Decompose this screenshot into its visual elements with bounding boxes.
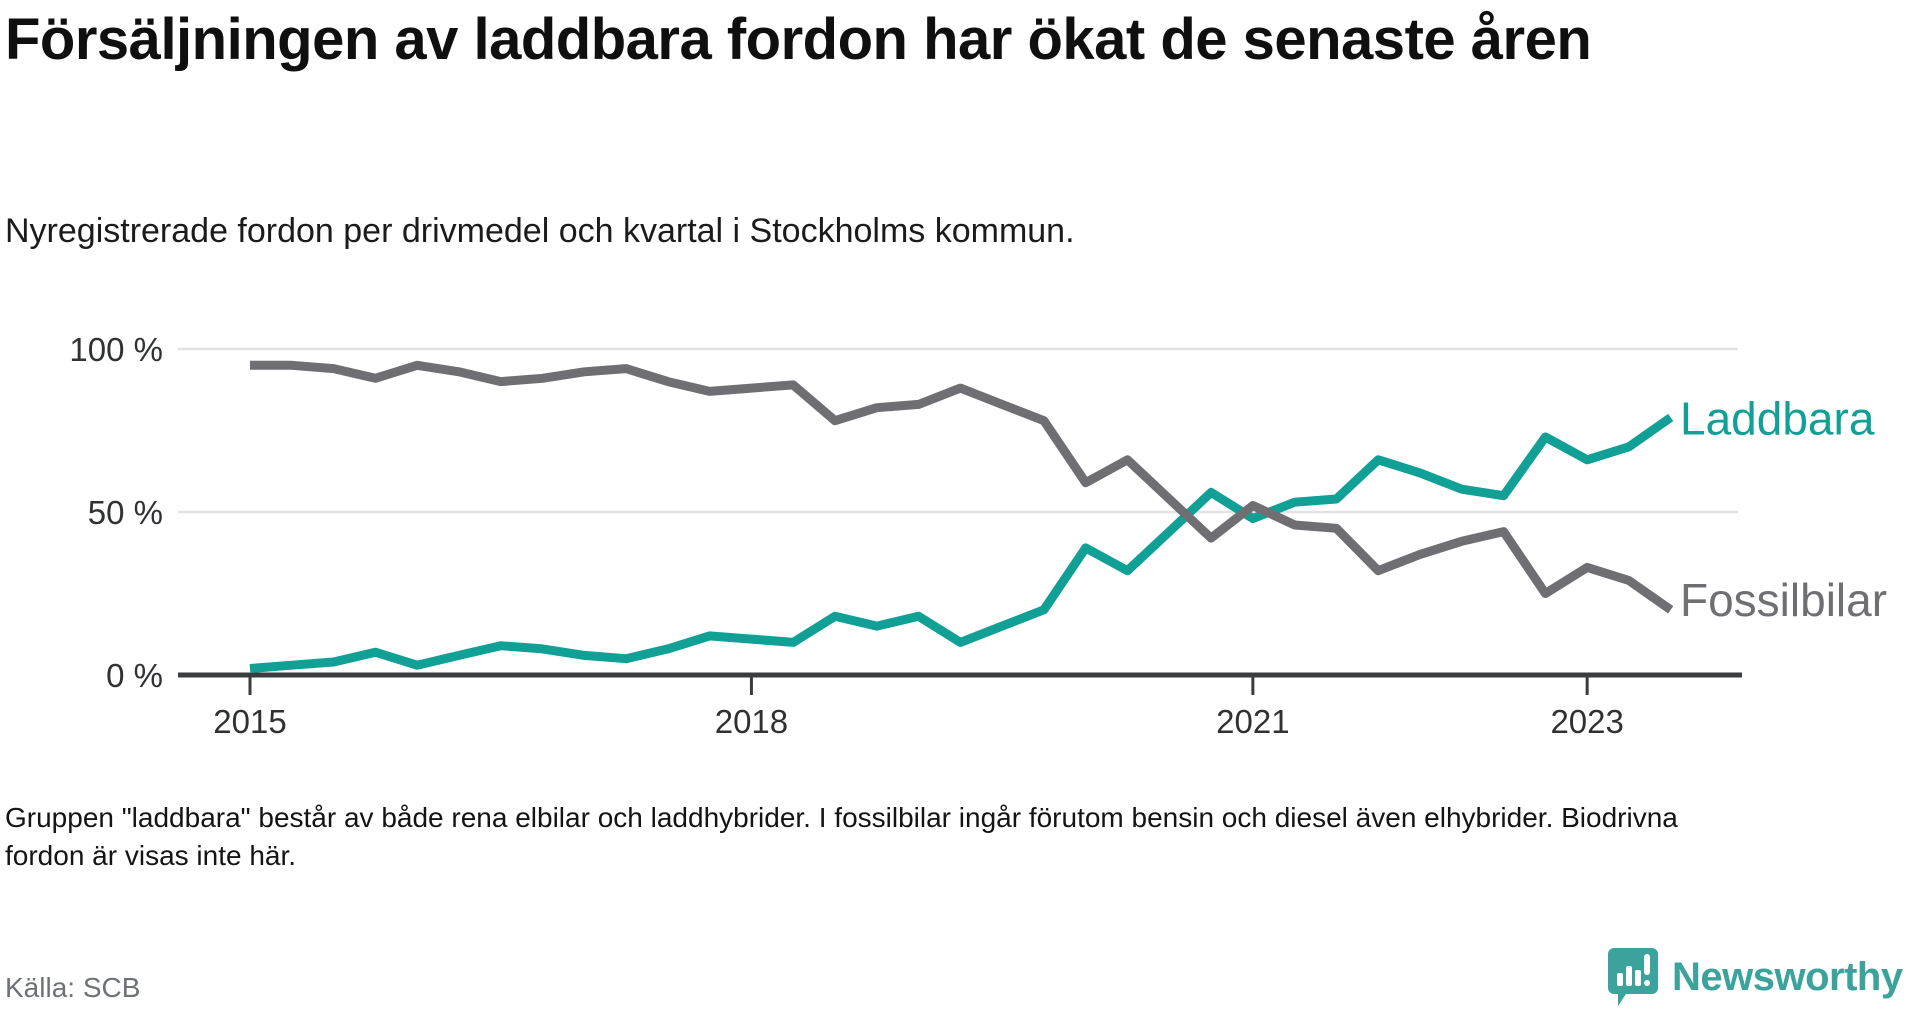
y-axis-label-100%: 100 % [69, 331, 163, 368]
chart-footnote: Gruppen "laddbara" består av både rena e… [5, 802, 1678, 871]
x-axis-label-2023: 2023 [1550, 703, 1623, 740]
series-label-fossilbilar: Fossilbilar [1680, 574, 1887, 626]
x-axis-label-2021: 2021 [1216, 703, 1289, 740]
series-label-laddbara: Laddbara [1680, 392, 1875, 444]
y-axis-label-50%: 50 % [88, 494, 163, 531]
page-title: Försäljningen av laddbara fordon har öka… [5, 7, 1592, 72]
chart-subtitle: Nyregistrerade fordon per drivmedel och … [5, 212, 1075, 250]
newsworthy-chart-bubble-icon [1608, 948, 1658, 1006]
x-axis-label-2015: 2015 [213, 703, 286, 740]
series-line-laddbara [249, 413, 1674, 673]
newsworthy-logo-text: Newsworthy [1672, 954, 1903, 999]
y-axis-label-0%: 0 % [106, 657, 163, 694]
series-line-fossilbilar [250, 360, 1674, 614]
newsworthy-logo: Newsworthy [1608, 946, 1903, 1008]
x-axis-label-2018: 2018 [715, 703, 788, 740]
source-note: Källa: SCB [5, 972, 141, 1003]
